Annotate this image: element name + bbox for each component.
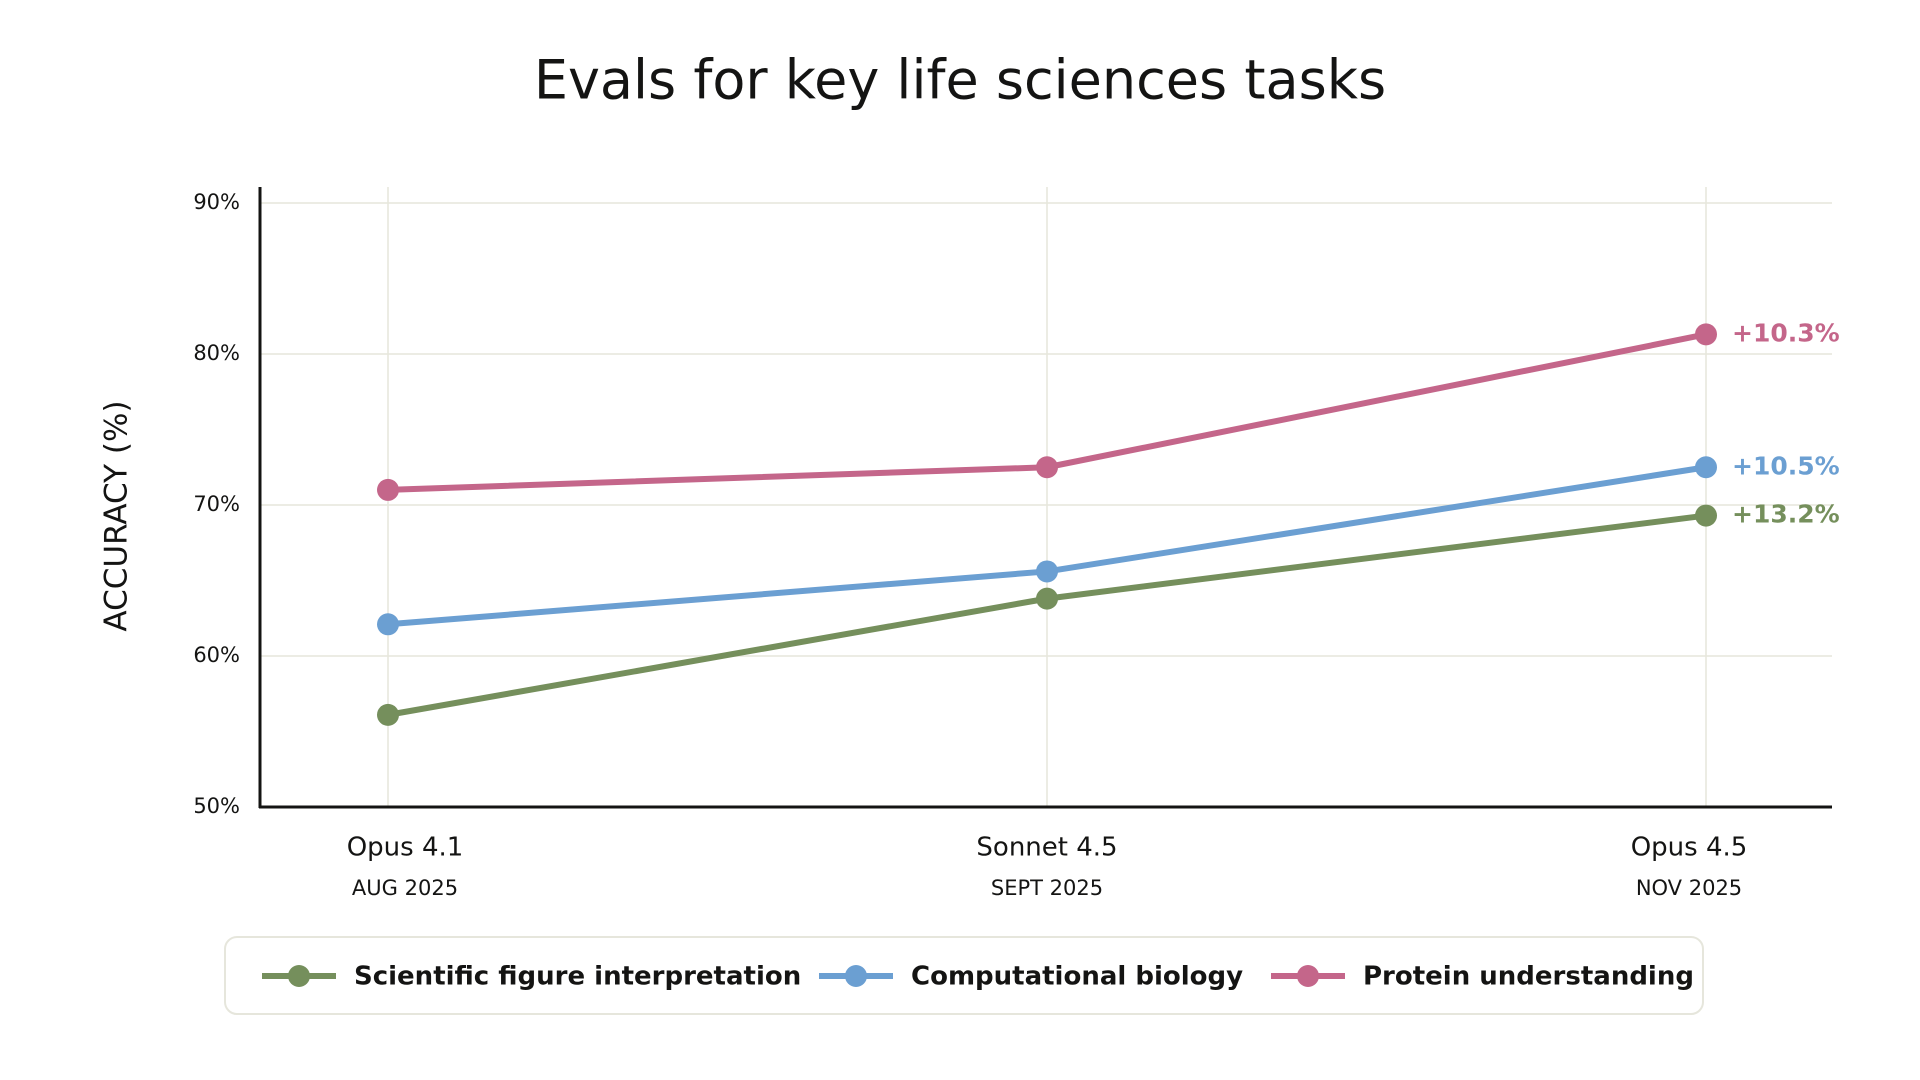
x-tick-sublabel: AUG 2025 (352, 876, 458, 900)
legend-label: Protein understanding (1363, 962, 1694, 992)
legend-marker (845, 965, 867, 987)
data-point (1036, 456, 1058, 479)
y-tick-label: 80% (193, 341, 240, 365)
x-tick-sublabel: NOV 2025 (1636, 876, 1742, 900)
data-point (1695, 323, 1717, 346)
y-tick-label: 90% (193, 190, 240, 214)
end-label: +10.3% (1732, 318, 1840, 347)
x-tick-label: Opus 4.5 (1631, 833, 1748, 863)
y-axis-label: ACCURACY (%) (99, 400, 135, 631)
legend-marker (1297, 965, 1319, 987)
y-tick-label: 60% (193, 643, 240, 667)
data-point (377, 613, 399, 636)
end-label: +13.2% (1732, 500, 1840, 529)
data-point (1695, 504, 1717, 527)
data-point (377, 703, 399, 726)
legend-box (224, 936, 1704, 1015)
y-tick-label: 70% (193, 492, 240, 516)
end-label: +10.5% (1732, 451, 1840, 480)
y-tick-label: 50% (193, 794, 240, 818)
data-point (1695, 456, 1717, 479)
x-tick-sublabel: SEPT 2025 (991, 876, 1103, 900)
data-point (1036, 587, 1058, 610)
data-point (377, 478, 399, 501)
x-tick-label: Sonnet 4.5 (976, 833, 1117, 863)
chart-title: Evals for key life sciences tasks (534, 49, 1386, 112)
legend-marker (288, 965, 310, 987)
legend-label: Computational biology (911, 962, 1243, 992)
legend-label: Scientific figure interpretation (354, 962, 801, 992)
x-tick-label: Opus 4.1 (347, 833, 464, 863)
data-point (1036, 560, 1058, 583)
